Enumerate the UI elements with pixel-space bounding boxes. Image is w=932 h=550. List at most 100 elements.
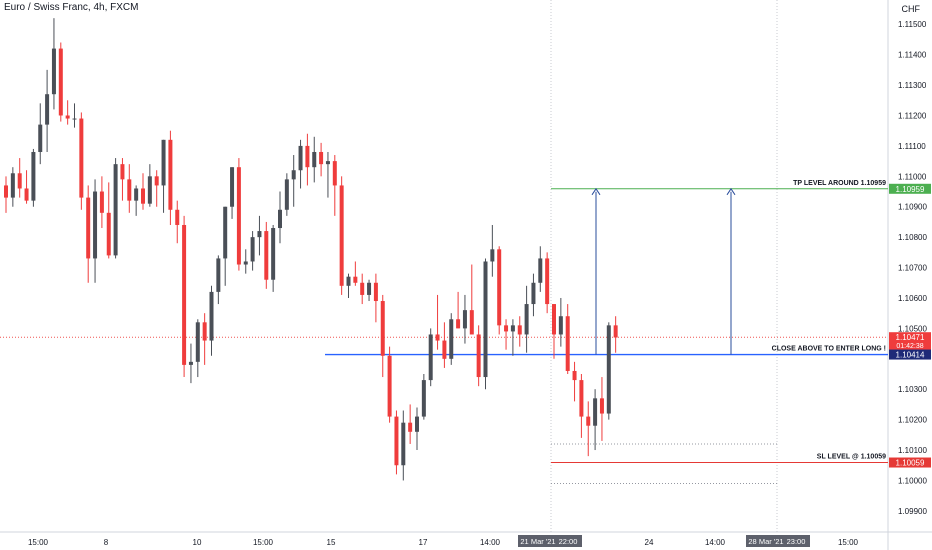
y-tick-label: 1.10800: [898, 233, 927, 242]
x-tick-label: 10: [193, 538, 202, 547]
candle-body: [421, 380, 426, 417]
x-tick-label: 15:00: [28, 538, 49, 547]
candle-body: [45, 94, 50, 125]
candle-body: [24, 188, 29, 201]
candle-body: [58, 48, 63, 116]
price-tag-sub: 01:42:38: [896, 343, 923, 350]
candle-body: [339, 185, 344, 286]
sl-label: SL LEVEL @ 1.10059: [817, 454, 886, 461]
candle-body: [93, 191, 98, 259]
candle-body: [504, 325, 509, 332]
candle-body: [565, 316, 570, 371]
candle-body: [236, 167, 241, 265]
candle-body: [586, 416, 591, 426]
price-tag-text: 1.10059: [896, 459, 925, 468]
currency-label: CHF: [901, 4, 921, 14]
candle-body: [120, 164, 125, 180]
candle-body: [230, 167, 235, 207]
candle-body: [216, 258, 221, 292]
candle-body: [223, 206, 228, 259]
candle-body: [428, 334, 433, 381]
candle-body: [127, 179, 132, 201]
y-tick-label: 1.10100: [898, 446, 927, 455]
price-tag-bg: [889, 183, 931, 194]
y-tick-label: 1.10700: [898, 264, 927, 273]
x-tick-label: 15:00: [838, 538, 859, 547]
candle-body: [250, 237, 255, 262]
candle-body: [209, 291, 214, 341]
candle-body: [353, 276, 358, 283]
candle-body: [106, 212, 111, 256]
candle-body: [415, 416, 419, 432]
x-tick-label: 17: [419, 538, 428, 547]
candle-body: [298, 145, 303, 171]
time-highlight-bg: [746, 535, 810, 547]
x-tick-label: 14:00: [480, 538, 501, 547]
candle-body: [401, 422, 406, 466]
candle-body: [154, 176, 159, 186]
y-tick-label: 1.10300: [898, 385, 927, 394]
arrow-head: [726, 187, 736, 196]
price-tag-text: 1.10471: [896, 333, 925, 342]
y-tick-label: 1.10000: [898, 476, 927, 485]
candle-body: [552, 304, 556, 335]
y-tick-label: 1.10200: [898, 416, 927, 425]
candle-body: [99, 191, 104, 213]
candle-body: [188, 361, 193, 365]
candle-body: [497, 249, 502, 326]
candle-body: [38, 124, 43, 152]
y-tick-label: 1.11100: [898, 142, 926, 151]
y-tick-label: 1.11300: [898, 81, 927, 90]
y-tick-label: 1.11400: [898, 51, 927, 60]
candle-body: [380, 301, 385, 356]
candle-body: [325, 161, 330, 165]
candle-body: [243, 261, 248, 265]
candle-body: [291, 170, 296, 180]
candle-body: [86, 197, 91, 259]
candle-body: [257, 231, 262, 238]
y-tick-label: 1.10600: [898, 294, 927, 303]
candle-body: [476, 334, 481, 378]
candle-body: [462, 310, 467, 329]
x-tick-label: 15:00: [253, 538, 274, 547]
candle-body: [4, 185, 8, 198]
candle-body: [134, 188, 139, 201]
y-tick-label: 1.11200: [898, 111, 927, 120]
candle-body: [202, 322, 207, 341]
candle-body: [17, 173, 22, 189]
candle-body: [394, 416, 399, 466]
candle-body: [606, 325, 611, 414]
candle-body: [10, 173, 15, 198]
candle-body: [72, 118, 77, 120]
candle-body: [408, 422, 413, 432]
candle-body: [593, 398, 598, 426]
candle-body: [346, 276, 351, 286]
candle-body: [449, 319, 454, 359]
entry-label: CLOSE ABOVE TO ENTER LONG !: [772, 346, 886, 353]
candle-body: [579, 380, 584, 417]
candle-body: [182, 224, 187, 365]
candle-body: [161, 139, 166, 186]
candle-body: [524, 304, 529, 335]
price-tag-bg: [889, 349, 931, 360]
candle-body: [387, 355, 392, 417]
candle-body: [469, 310, 474, 335]
candle-body: [271, 228, 276, 280]
candle-body: [312, 151, 317, 168]
candle-body: [490, 249, 495, 262]
price-tag-text: 1.10959: [896, 185, 925, 194]
candle-body: [168, 139, 173, 210]
x-tick-label: 15: [327, 538, 336, 547]
price-tag-bg: [889, 457, 931, 468]
candle-body: [65, 115, 70, 119]
tp-label: TP LEVEL AROUND 1.10959: [793, 180, 886, 187]
x-tick-label: 8: [104, 538, 109, 547]
candle-body: [538, 258, 543, 283]
arrow-head: [591, 187, 601, 196]
candle-body: [79, 118, 84, 198]
candle-body: [195, 322, 200, 362]
y-tick-label: 1.10900: [898, 203, 927, 212]
y-tick-label: 1.11000: [898, 172, 927, 181]
